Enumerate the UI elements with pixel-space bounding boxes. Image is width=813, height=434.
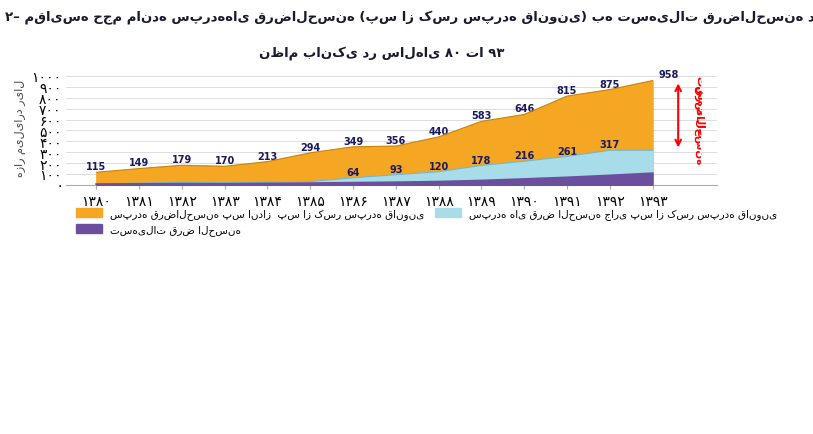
Text: 261: 261	[557, 146, 577, 156]
Text: 120: 120	[428, 161, 449, 171]
Text: 64: 64	[346, 168, 360, 178]
Text: قرض‌الحسنه: قرض‌الحسنه	[694, 86, 705, 164]
Text: 170: 170	[215, 156, 235, 166]
Text: 875: 875	[599, 79, 620, 89]
Text: 294: 294	[300, 142, 320, 152]
Text: 646: 646	[514, 104, 534, 114]
Text: 583: 583	[472, 111, 492, 121]
Text: 213: 213	[258, 151, 277, 161]
Text: تصویر ۲– مقایسه حجم مانده سپردههای قرض‌الحسنه (پس از کسر سپرده قانونی) به تسهیلا: تصویر ۲– مقایسه حجم مانده سپردههای قرض‌ا…	[0, 11, 813, 25]
Text: 178: 178	[472, 155, 492, 165]
Legend: تسهیلات قرض الحسنه: تسهیلات قرض الحسنه	[72, 220, 246, 240]
Text: 815: 815	[557, 86, 577, 96]
Y-axis label: هزار میلیارد ریال: هزار میلیارد ریال	[15, 80, 26, 177]
Text: 440: 440	[428, 127, 449, 137]
Text: 179: 179	[172, 155, 192, 165]
Text: 349: 349	[343, 136, 363, 146]
Text: 93: 93	[389, 164, 402, 174]
Text: 958: 958	[659, 70, 680, 80]
Text: 115: 115	[86, 162, 107, 172]
Text: 149: 149	[129, 158, 150, 168]
Text: تسهیلات: تسهیلات	[694, 76, 705, 139]
Text: 356: 356	[385, 136, 406, 146]
Text: نظام بانکی در سال‌های ۸۰ تا ۹۳: نظام بانکی در سال‌های ۸۰ تا ۹۳	[259, 46, 505, 59]
Text: 216: 216	[514, 151, 534, 161]
Text: 317: 317	[600, 140, 620, 150]
